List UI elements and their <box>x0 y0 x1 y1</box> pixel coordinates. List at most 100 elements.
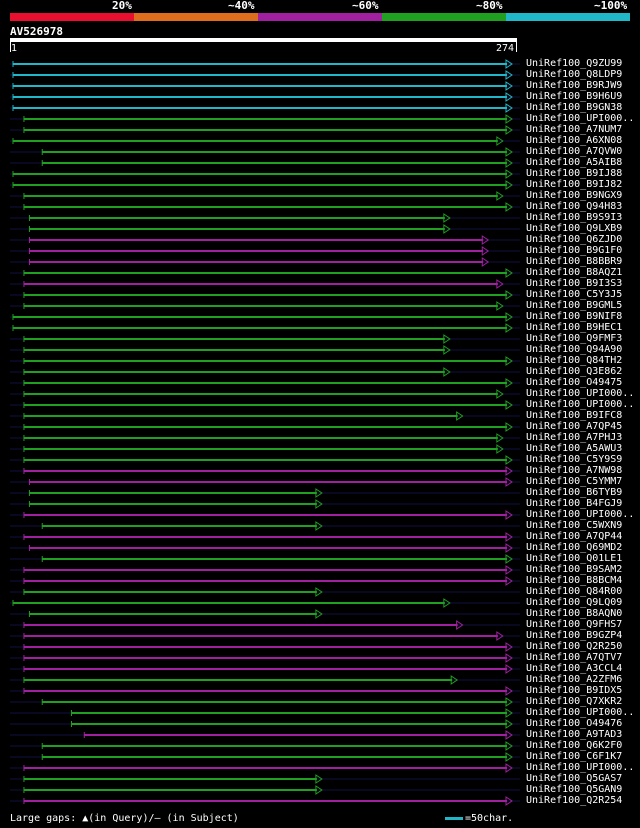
hit-label[interactable]: UniRef100_B9NIF8 <box>526 311 623 322</box>
hit-label[interactable]: UniRef100_Q2R254 <box>526 795 623 806</box>
hit-label[interactable]: UniRef100_Q5GAS7 <box>526 773 623 784</box>
hit-end-arrow <box>505 312 513 322</box>
hit-label[interactable]: UniRef100_B9IFC8 <box>526 410 623 421</box>
hit-label[interactable]: UniRef100_Q84R00 <box>526 586 623 597</box>
hit-end-arrow <box>505 741 513 751</box>
hit-end-arrow <box>505 543 513 553</box>
hit-label[interactable]: UniRef100_B9NGX9 <box>526 190 623 201</box>
scale-text: =50char. <box>465 813 514 824</box>
hit-label[interactable]: UniRef100_A7QTV7 <box>526 652 623 663</box>
hit-label[interactable]: UniRef100_B9HEC1 <box>526 322 623 333</box>
ruler-tick-end <box>516 42 517 52</box>
hit-label[interactable]: UniRef100_UPI000.. <box>526 113 635 124</box>
hit-label[interactable]: UniRef100_B6TYB9 <box>526 487 623 498</box>
hit-label[interactable]: UniRef100_B9IDX5 <box>526 685 623 696</box>
hit-label[interactable]: UniRef100_Q9LQ09 <box>526 597 623 608</box>
hit-label[interactable]: UniRef100_UPI000.. <box>526 707 635 718</box>
hit-label[interactable]: UniRef100_B8AQZ1 <box>526 267 623 278</box>
hit-label[interactable]: UniRef100_B9SAM2 <box>526 564 623 575</box>
hit-label[interactable]: UniRef100_C5Y3J5 <box>526 289 623 300</box>
hit-label[interactable]: UniRef100_Q9ZU99 <box>526 58 623 69</box>
hit-end-arrow <box>315 499 323 509</box>
hit-label[interactable]: UniRef100_A7PHJ3 <box>526 432 623 443</box>
hit-label[interactable]: UniRef100_B8BCM4 <box>526 575 623 586</box>
hit-label[interactable]: UniRef100_Q3E862 <box>526 366 623 377</box>
hit-end-arrow <box>505 730 513 740</box>
hit-label[interactable]: UniRef100_B9GZP4 <box>526 630 623 641</box>
hit-label[interactable]: UniRef100_A7NUM7 <box>526 124 623 135</box>
hit-label[interactable]: UniRef100_Q6K2F0 <box>526 740 623 751</box>
hit-end-arrow <box>496 631 504 641</box>
hit-end-arrow <box>505 565 513 575</box>
pct-label-20: 20% <box>112 0 132 12</box>
hit-end-arrow <box>481 257 490 267</box>
hit-label[interactable]: UniRef100_Q01LE1 <box>526 553 623 564</box>
hit-end-arrow <box>505 180 513 190</box>
hit-end-arrow <box>505 455 513 465</box>
hit-end-arrow <box>505 169 513 179</box>
hit-label[interactable]: UniRef100_B9IJ88 <box>526 168 623 179</box>
hit-label[interactable]: UniRef100_UPI000.. <box>526 509 635 520</box>
hit-label[interactable]: UniRef100_A5AIB8 <box>526 157 623 168</box>
hit-label[interactable]: UniRef100_B9GN38 <box>526 102 623 113</box>
hit-label[interactable]: UniRef100_B9S9I3 <box>526 212 623 223</box>
hit-label[interactable]: UniRef100_C5Y9S9 <box>526 454 623 465</box>
hit-label[interactable]: UniRef100_A7QVW0 <box>526 146 623 157</box>
hit-label[interactable]: UniRef100_A7QP44 <box>526 531 623 542</box>
hit-label[interactable]: UniRef100_Q84TH2 <box>526 355 623 366</box>
hit-label[interactable]: UniRef100_Q6ZJD0 <box>526 234 623 245</box>
hit-label[interactable]: UniRef100_Q9FHS7 <box>526 619 623 630</box>
hit-label[interactable]: UniRef100_B4FGJ9 <box>526 498 623 509</box>
hit-label[interactable]: UniRef100_Q5GAN9 <box>526 784 623 795</box>
hit-end-arrow <box>315 609 323 619</box>
hit-end-arrow <box>505 752 513 762</box>
query-ruler <box>10 38 517 42</box>
hit-label[interactable]: UniRef100_C6F1K7 <box>526 751 623 762</box>
hit-end-arrow <box>505 103 513 113</box>
hit-label[interactable]: UniRef100_B9GML5 <box>526 300 623 311</box>
hit-end-arrow <box>496 433 504 443</box>
hit-end-arrow <box>496 389 504 399</box>
hit-label[interactable]: UniRef100_Q9FMF3 <box>526 333 623 344</box>
hit-end-arrow <box>505 477 513 487</box>
hit-label[interactable]: UniRef100_UPI000.. <box>526 762 635 773</box>
hit-label[interactable]: UniRef100_A2ZFM6 <box>526 674 623 685</box>
hit-label[interactable]: UniRef100_B9H6U9 <box>526 91 623 102</box>
hit-end-arrow <box>505 202 513 212</box>
scale-swatch <box>445 816 463 820</box>
hit-label[interactable]: UniRef100_A7QP45 <box>526 421 623 432</box>
hit-end-arrow <box>443 334 451 344</box>
color-band-1 <box>10 13 134 21</box>
hit-label[interactable]: UniRef100_O49476 <box>526 718 623 729</box>
hit-label[interactable]: UniRef100_B9I3S3 <box>526 278 623 289</box>
hit-end-arrow <box>505 422 513 432</box>
hit-label[interactable]: UniRef100_Q9LXB9 <box>526 223 623 234</box>
hit-label[interactable]: UniRef100_Q7XKR2 <box>526 696 623 707</box>
hit-label[interactable]: UniRef100_A3CCL4 <box>526 663 623 674</box>
hit-label[interactable]: UniRef100_A5AWU3 <box>526 443 623 454</box>
hit-label[interactable]: UniRef100_Q2R250 <box>526 641 623 652</box>
hit-end-arrow <box>505 92 513 102</box>
identity-color-bar <box>10 13 630 21</box>
hit-label[interactable]: UniRef100_Q94H83 <box>526 201 623 212</box>
hit-end-arrow <box>496 191 504 201</box>
hit-label[interactable]: UniRef100_B9G1F0 <box>526 245 623 256</box>
hit-end-arrow <box>496 301 504 311</box>
hit-label[interactable]: UniRef100_A7NW98 <box>526 465 623 476</box>
hit-label[interactable]: UniRef100_A6XN08 <box>526 135 623 146</box>
hit-label[interactable]: UniRef100_Q69MD2 <box>526 542 623 553</box>
hit-label[interactable]: UniRef100_C5YMM7 <box>526 476 623 487</box>
hit-label[interactable]: UniRef100_Q94A90 <box>526 344 623 355</box>
hit-end-arrow <box>505 532 513 542</box>
hit-end-arrow <box>505 147 513 157</box>
hit-label[interactable]: UniRef100_UPI000.. <box>526 388 635 399</box>
hit-label[interactable]: UniRef100_B8BBR9 <box>526 256 623 267</box>
hit-label[interactable]: UniRef100_C5WXN9 <box>526 520 623 531</box>
hit-label[interactable]: UniRef100_Q8LDP9 <box>526 69 623 80</box>
hit-label[interactable]: UniRef100_UPI000.. <box>526 399 635 410</box>
hit-label[interactable]: UniRef100_O49475 <box>526 377 623 388</box>
hit-label[interactable]: UniRef100_A9TAD3 <box>526 729 623 740</box>
hit-label[interactable]: UniRef100_B9IJ82 <box>526 179 623 190</box>
hit-label[interactable]: UniRef100_B8AQN0 <box>526 608 623 619</box>
hit-label[interactable]: UniRef100_B9RJW9 <box>526 80 623 91</box>
